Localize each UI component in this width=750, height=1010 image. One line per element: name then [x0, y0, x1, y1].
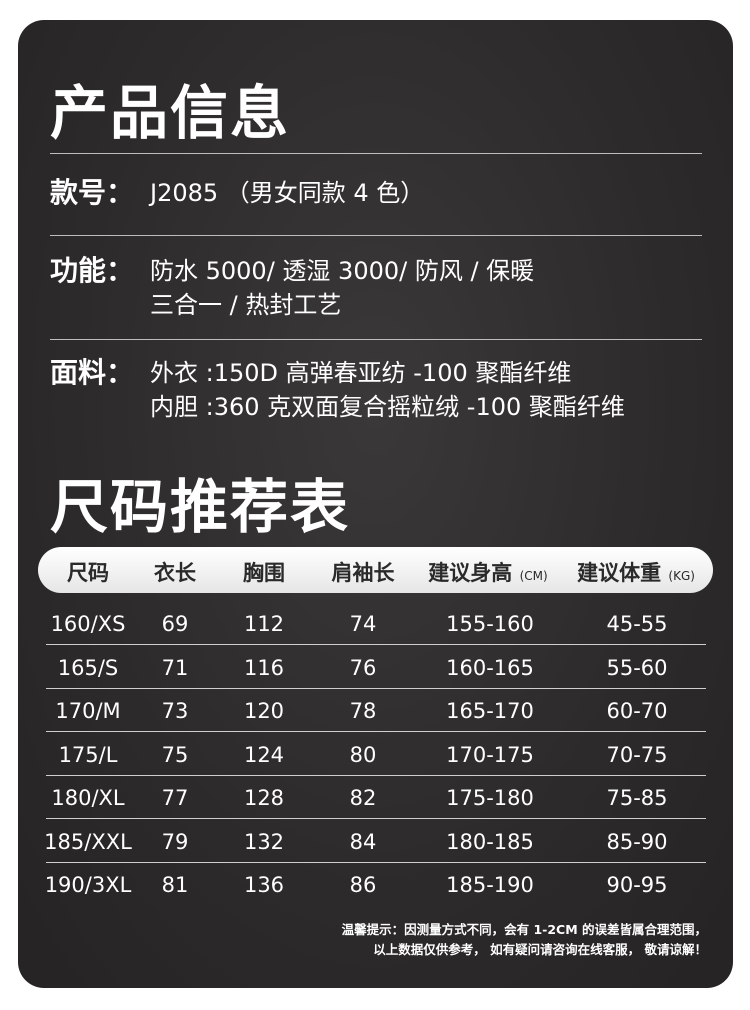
divider	[50, 235, 702, 236]
table-cell: 165/S	[57, 655, 119, 680]
fabric-line: 外衣 :150D 高弹春亚纺 -100 聚酯纤维	[150, 359, 572, 387]
table-cell: 81	[161, 873, 189, 897]
row-divider	[46, 731, 706, 732]
row-divider	[46, 774, 706, 776]
header-chest: 胸围	[243, 561, 285, 585]
table-cell: 160-165	[446, 655, 534, 680]
table-cell: 69	[161, 612, 189, 636]
table-cell: 185-190	[446, 873, 534, 897]
table-cell: 120	[243, 699, 285, 723]
table-cell: 132	[243, 829, 285, 854]
table-cell: 180-185	[446, 829, 534, 854]
table-cell: 170/M	[55, 699, 121, 723]
note-line: 温馨提示：因测量方式不同，会有 1-2CM 的误差皆属合理范围，	[341, 922, 707, 937]
table-cell: 71	[161, 655, 189, 680]
table-cell: 55-60	[606, 655, 668, 680]
model-value: J2085 （男女同款 4 色）	[150, 179, 425, 207]
table-cell: 79	[161, 829, 189, 854]
table-row: 180/XL 77 128 82 175-180 75-85	[18, 776, 733, 819]
table-cell: 77	[161, 786, 189, 810]
table-cell: 86	[349, 873, 377, 897]
row-divider	[46, 818, 706, 819]
table-cell: 116	[243, 655, 285, 680]
table-cell: 124	[243, 742, 285, 767]
table-row: 175/L 75 124 80 170-175 70-75	[18, 733, 733, 776]
table-cell: 60-70	[606, 699, 668, 723]
table-cell: 155-160	[446, 612, 534, 636]
table-cell: 80	[349, 742, 377, 767]
size-chart-title: 尺码推荐表	[50, 473, 351, 541]
table-cell: 76	[349, 655, 377, 680]
table-cell: 74	[349, 612, 377, 636]
header-sleeve: 肩袖长	[331, 561, 395, 585]
table-cell: 170-175	[446, 742, 534, 767]
divider	[50, 339, 702, 340]
table-row: 160/XS 69 112 74 155-160 45-55	[18, 602, 733, 645]
table-cell: 165-170	[446, 699, 534, 723]
header-length: 衣长	[154, 561, 196, 585]
fabric-row: 面料： 外衣 :150D 高弹春亚纺 -100 聚酯纤维内胆 :360 克双面复…	[50, 356, 625, 424]
header-size: 尺码	[67, 561, 109, 585]
model-label: 款号：	[50, 176, 135, 209]
table-cell: 45-55	[606, 612, 668, 636]
table-row: 165/S 71 116 76 160-165 55-60	[18, 646, 733, 689]
divider	[50, 153, 702, 154]
product-card: 产品信息 款号： J2085 （男女同款 4 色） 功能： 防水 5000/ 透…	[18, 20, 733, 988]
fabric-line: 内胆 :360 克双面复合摇粒绒 -100 聚酯纤维	[150, 393, 625, 421]
table-cell: 136	[243, 873, 285, 897]
table-cell: 160/XS	[50, 612, 126, 636]
note-line: 以上数据仅供参考， 如有疑问请咨询在线客服， 敬请谅解！	[373, 942, 707, 957]
fabric-label: 面料：	[50, 356, 135, 389]
table-cell: 70-75	[606, 742, 668, 767]
size-table-header: 尺码 衣长 胸围 肩袖长 建议身高 (CM) 建议体重 (KG)	[38, 547, 713, 593]
table-cell: 78	[349, 699, 377, 723]
row-divider	[46, 861, 706, 863]
table-cell: 75-85	[606, 786, 668, 810]
table-cell: 84	[349, 829, 377, 854]
table-cell: 75	[161, 742, 189, 767]
table-cell: 82	[349, 786, 377, 810]
row-divider	[46, 687, 706, 689]
table-cell: 190/3XL	[44, 873, 132, 897]
table-row: 185/XXL 79 132 84 180-185 85-90	[18, 820, 733, 863]
function-row: 功能： 防水 5000/ 透湿 3000/ 防风 / 保暖 三合一 / 热封工艺	[50, 254, 534, 322]
function-line: 防水 5000/ 透湿 3000/ 防风 / 保暖	[150, 257, 535, 285]
table-cell: 73	[161, 699, 189, 723]
table-cell: 90-95	[606, 873, 668, 897]
table-cell: 175-180	[446, 786, 534, 810]
row-divider	[46, 644, 706, 645]
table-cell: 112	[243, 612, 285, 636]
table-cell: 185/XXL	[44, 829, 132, 854]
table-cell: 85-90	[606, 829, 668, 854]
header-weight: 建议体重 (KG)	[577, 561, 695, 585]
function-line: 三合一 / 热封工艺	[150, 291, 342, 319]
table-row: 170/M 73 120 78 165-170 60-70	[18, 689, 733, 732]
table-cell: 180/XL	[51, 786, 125, 810]
table-cell: 128	[243, 786, 285, 810]
table-cell: 175/L	[58, 742, 118, 767]
product-info-title: 产品信息	[50, 79, 291, 147]
size-note: 温馨提示：因测量方式不同，会有 1-2CM 的误差皆属合理范围， 以上数据仅供参…	[342, 920, 707, 960]
header-height: 建议身高 (CM)	[428, 561, 548, 585]
model-row: 款号： J2085 （男女同款 4 色）	[50, 176, 424, 210]
function-label: 功能：	[50, 254, 135, 287]
table-row: 190/3XL 81 136 86 185-190 90-95	[18, 863, 733, 906]
